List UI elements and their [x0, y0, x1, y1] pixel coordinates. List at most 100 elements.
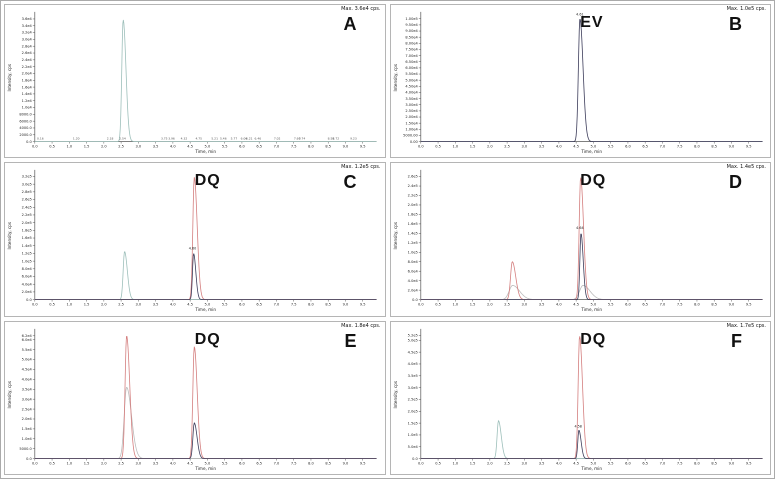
panel-c: 3.2e5 3.0e5 2.8e5 2.6e5 2.4e5 2.2e5 2.0e5 1.8e5…	[4, 162, 386, 317]
compound-label: DQ	[194, 172, 221, 190]
x-tick-label: 1.0	[66, 303, 72, 307]
x-tick-label: 6.5	[642, 461, 648, 465]
y-tick-label: 6.0e4	[407, 270, 418, 274]
y-tick-label: 1.0e5	[407, 433, 417, 437]
y-tick-label: 2.0e5	[407, 409, 417, 413]
x-tick-label: 8.0	[308, 145, 314, 149]
x-tick-label: 5.5	[222, 461, 228, 465]
x-tick-label: 1.0	[66, 461, 72, 465]
y-tick-label: 6.00e4	[405, 66, 418, 70]
y-tick-label: 2.6e4	[22, 51, 33, 55]
x-tick-label: 2.5	[504, 303, 510, 307]
x-tick-label: 0.5	[435, 145, 441, 149]
y-axis-title: Intensity, cps	[392, 222, 397, 250]
x-tick-label: 2.0	[487, 145, 493, 149]
panel-letter: F	[731, 330, 742, 351]
x-tick-label: 8.5	[711, 145, 717, 149]
x-tick-label: 2.0	[101, 303, 107, 307]
y-tick-label: 6.50e4	[405, 60, 418, 64]
x-tick-label: 7.5	[676, 303, 682, 307]
y-tick-label: 2.2e5	[22, 213, 32, 217]
y-tick-label: 7.00e4	[405, 54, 418, 58]
y-tick-label: 5.50e4	[405, 72, 418, 76]
compound-label: DQ	[580, 330, 607, 348]
y-tick-label: 0.00	[409, 140, 418, 144]
y-tick-label: 4.00e4	[405, 91, 418, 95]
y-tick-label: 1.5e5	[407, 421, 417, 425]
y-tick-label: 1.0e4	[22, 106, 33, 110]
x-tick-label: 2.5	[118, 461, 124, 465]
y-tick-label: 8.0e4	[407, 260, 418, 264]
x-tick-label: 3.5	[538, 303, 544, 307]
y-tick-label: 2.5e5	[407, 397, 417, 401]
panel-f: 5.2e5 5.0e5 4.5e5 4.0e5 3.5e5 3.0e5 2.5e5 2.0e5…	[389, 320, 771, 475]
baseline-annotation: 0.16	[37, 137, 44, 141]
x-tick-label: 6.5	[642, 145, 648, 149]
y-tick-label: 2.2e4	[22, 65, 33, 69]
x-tick-label: 3.0	[521, 461, 527, 465]
y-tick-label: 8.50e4	[405, 35, 418, 39]
x-tick-label: 3.5	[538, 461, 544, 465]
y-tick-label: 1.00e5	[405, 17, 417, 21]
x-tick-label: 2.5	[504, 145, 510, 149]
y-tick-label: 2.8e4	[22, 44, 33, 48]
y-tick-label: 2000.0	[19, 133, 32, 137]
y-tick-label: 1.0e5	[407, 251, 417, 255]
trace-gray	[420, 285, 763, 301]
x-tick-label: 8.0	[694, 145, 700, 149]
x-tick-label: 7.5	[676, 461, 682, 465]
y-tick-label: 3.0e5	[22, 183, 32, 187]
y-tick-label: 6.0e4	[22, 338, 33, 342]
y-tick-label: 6.0e4	[22, 275, 33, 279]
x-tick-label: 6.5	[256, 145, 262, 149]
baseline-annotation: 8.58	[328, 137, 335, 141]
y-tick-label: 4.50e4	[405, 85, 418, 89]
x-axis-title: Time, min	[580, 307, 602, 312]
y-tick-label: 4.5e4	[22, 367, 33, 371]
y-tick-label: 3.0e4	[22, 397, 33, 401]
x-tick-label: 5.5	[222, 145, 228, 149]
compound-label: DQ	[580, 172, 607, 190]
x-tick-label: 9.5	[360, 461, 366, 465]
max-intensity-label: Max. 1.4e5 cps.	[726, 164, 766, 171]
x-tick-label: 4.0	[556, 303, 562, 307]
x-tick-label: 3.0	[521, 145, 527, 149]
y-tick-label: 8000.0	[19, 113, 32, 117]
baseline-annotation: 6.46	[254, 137, 261, 141]
y-tick-label: 2.4e4	[22, 58, 33, 62]
x-tick-label: 4.0	[170, 303, 176, 307]
x-tick-label: 4.0	[170, 461, 176, 465]
y-axis-title: Intensity, cps	[7, 381, 12, 409]
x-tick-label: 7.0	[659, 461, 665, 465]
y-tick-label: 9.50e4	[405, 23, 418, 27]
x-tick-label: 9.0	[728, 303, 734, 307]
y-axis-title: Intensity, cps	[392, 64, 397, 92]
x-tick-label: 7.5	[291, 461, 297, 465]
max-intensity-label: Max. 1.7e5 cps.	[726, 322, 766, 329]
y-tick-label: 2.0e5	[22, 221, 32, 225]
y-tick-label: 0.0	[26, 298, 32, 302]
y-tick-label: 3.0e5	[407, 385, 417, 389]
y-tick-label: 2.0e4	[407, 289, 418, 293]
y-tick-label: 3.5e5	[407, 374, 417, 378]
peak-rt-label: 4.64	[576, 226, 583, 230]
y-tick-label: 8.00e4	[405, 42, 418, 46]
y-tick-label: 9.00e4	[405, 29, 418, 33]
x-tick-label: 6.0	[625, 461, 631, 465]
y-tick-label: 1.6e5	[407, 222, 417, 226]
x-tick-label: 9.5	[745, 303, 751, 307]
x-tick-label: 9.5	[360, 303, 366, 307]
x-tick-label: 5.5	[607, 145, 613, 149]
baseline-annotation: 2.54	[119, 137, 126, 141]
y-tick-label: 2.5e4	[22, 407, 33, 411]
y-tick-label: 2.6e5	[407, 175, 417, 179]
y-tick-label: 1.00e4	[405, 128, 418, 132]
max-intensity-label: Max. 1.2e5 cps.	[341, 164, 381, 171]
x-tick-label: 2.5	[118, 303, 124, 307]
y-tick-label: 4.0e4	[22, 377, 33, 381]
y-tick-label: 1.2e5	[407, 241, 417, 245]
x-tick-label: 3.0	[136, 303, 142, 307]
x-tick-label: 6.0	[625, 145, 631, 149]
x-tick-label: 5.5	[607, 461, 613, 465]
